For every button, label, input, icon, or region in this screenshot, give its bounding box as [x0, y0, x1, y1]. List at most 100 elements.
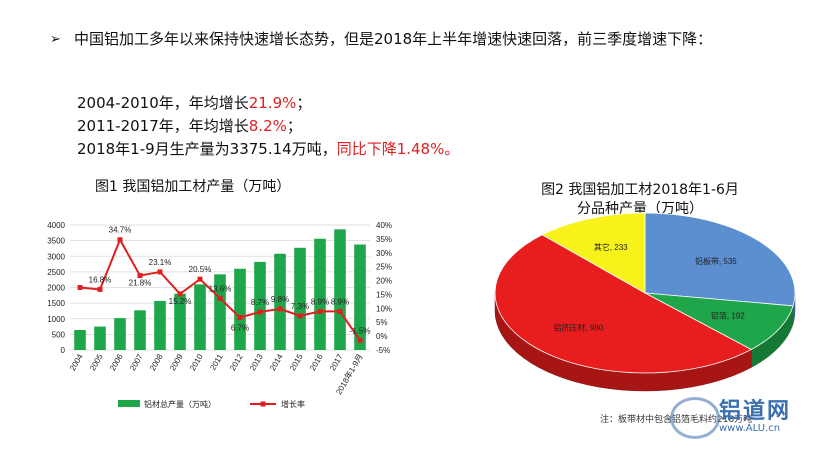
- bar: [94, 326, 106, 350]
- data-label: 23.1%: [149, 258, 172, 267]
- legend-bar-swatch: [118, 400, 140, 407]
- bar: [234, 268, 246, 350]
- x-tick-label: 2004: [68, 352, 85, 372]
- pie-slice: [541, 212, 646, 294]
- pie-slice-label: 铝挤压材, 980: [553, 323, 603, 333]
- fig2-title: 图2 我国铝加工材2018年1-6月 分品种产量（万吨）: [541, 182, 739, 217]
- data-label: -1.5%: [350, 326, 371, 335]
- bar: [174, 293, 186, 350]
- growth-point: [337, 308, 343, 314]
- y2-tick-label: 25%: [376, 263, 392, 272]
- stat-2018: 2018年1-9月生产量为3375.14万吨，同比下降1.48%。: [77, 140, 460, 158]
- x-tick-label: 2006: [108, 352, 125, 372]
- x-tick-label: 2008: [148, 352, 165, 372]
- data-label: 21.8%: [129, 279, 152, 288]
- growth-point: [257, 309, 263, 315]
- bar: [214, 274, 226, 350]
- x-tick-label: 2007: [128, 352, 145, 372]
- y-tick-label: 500: [52, 330, 66, 339]
- y-tick-label: 4000: [47, 221, 65, 230]
- stat-2004-2010: 2004-2010年，年均增长21.9%；: [77, 94, 312, 112]
- stats-block: 2004-2010年，年均增长21.9%； 2011-2017年，年均增长8.2…: [77, 92, 459, 161]
- stat-2011-2017: 2011-2017年，年均增长8.2%；: [77, 117, 302, 135]
- x-tick-label: 2011: [208, 352, 225, 372]
- bar: [154, 300, 166, 350]
- y-tick-label: 3500: [47, 237, 65, 246]
- growth-point: [317, 308, 323, 314]
- y2-tick-label: 0%: [376, 332, 388, 341]
- stat-value: 同比下降1.48%。: [336, 140, 460, 158]
- growth-point: [177, 291, 183, 297]
- y-tick-label: 1500: [47, 299, 65, 308]
- bar: [274, 253, 286, 350]
- bar: [194, 284, 206, 350]
- data-label: 8.9%: [331, 297, 349, 306]
- growth-point: [237, 315, 243, 320]
- x-tick-label: 2015: [288, 352, 305, 372]
- pie-slice: [494, 234, 753, 374]
- pie-slice: [644, 292, 794, 350]
- y2-tick-label: 15%: [376, 290, 392, 299]
- stat-value: 21.9%: [248, 94, 297, 112]
- logo-name: 铝道网: [719, 399, 792, 424]
- data-label: 13.6%: [209, 284, 232, 293]
- x-tick-label: 2016: [308, 352, 325, 372]
- bar: [354, 244, 366, 350]
- data-label: 8.9%: [311, 297, 329, 306]
- y2-tick-label: 5%: [376, 318, 388, 327]
- data-label: 15.2%: [169, 297, 192, 306]
- pie-slice-label: 铝板带, 535: [695, 256, 737, 266]
- data-label: 7.3%: [291, 302, 309, 311]
- growth-point: [137, 273, 143, 279]
- growth-point: [217, 295, 223, 301]
- stat-value: 8.2%: [248, 117, 287, 135]
- data-label: 34.7%: [109, 226, 132, 235]
- legend-line-label: 增长率: [281, 399, 305, 409]
- x-tick-label: 2012: [228, 352, 245, 372]
- growth-point: [157, 269, 163, 275]
- growth-point: [277, 306, 283, 312]
- fig1-title: 图1 我国铝加工材产量（万吨）: [95, 179, 291, 195]
- y-tick-label: 2500: [47, 268, 65, 277]
- growth-point: [197, 276, 203, 282]
- y2-tick-label: 35%: [376, 235, 392, 244]
- bullet-arrow-icon: ➢: [50, 32, 61, 47]
- logo: 铝道网 www.ALU.cn: [664, 393, 814, 443]
- data-label: 6.7%: [231, 324, 249, 333]
- bar: [254, 261, 266, 350]
- y-tick-label: 3000: [47, 252, 65, 261]
- bullet-paragraph: ➢ 中国铝加工多年以来保持快速增长态势，但是2018年上半年增速快速回落，前三季…: [50, 28, 807, 51]
- y2-tick-label: 30%: [376, 249, 392, 258]
- y2-tick-label: 40%: [376, 221, 392, 230]
- growth-point: [77, 285, 83, 290]
- pie-chart: 铝板带, 535 铝箔, 192 铝挤压材, 980 其它, 233: [494, 212, 796, 392]
- pie-slice: [644, 212, 796, 307]
- data-label: 20.5%: [189, 265, 212, 274]
- data-label: 8.7%: [251, 298, 269, 307]
- logo-url: www.ALU.cn: [719, 423, 781, 434]
- legend-line-marker: [260, 401, 266, 407]
- bar: [114, 318, 126, 350]
- bullet-text: 中国铝加工多年以来保持快速增长态势，但是2018年上半年增速快速回落，前三季度增…: [74, 30, 713, 48]
- y2-tick-label: -5%: [376, 346, 390, 355]
- y2-tick-label: 20%: [376, 277, 392, 286]
- pie-slice-label: 其它, 233: [594, 242, 628, 252]
- x-tick-label: 2014: [268, 352, 285, 372]
- bar: [334, 229, 346, 350]
- data-label: 16.8%: [89, 275, 112, 284]
- bar: [74, 330, 86, 350]
- growth-point: [297, 313, 303, 319]
- y-tick-label: 2000: [47, 284, 65, 293]
- data-label: 9.8%: [271, 295, 289, 304]
- bar: [294, 247, 306, 350]
- y-tick-label: 0: [61, 346, 66, 355]
- bar: [314, 238, 326, 350]
- legend-bar-label: 铝材总产量（万吨）: [144, 399, 216, 409]
- growth-point: [97, 286, 103, 292]
- y2-tick-label: 10%: [376, 304, 392, 313]
- x-tick-label: 2017: [328, 352, 345, 372]
- y-tick-label: 1000: [47, 315, 65, 324]
- x-tick-label: 2013: [248, 352, 265, 372]
- x-tick-label: 2009: [168, 352, 185, 372]
